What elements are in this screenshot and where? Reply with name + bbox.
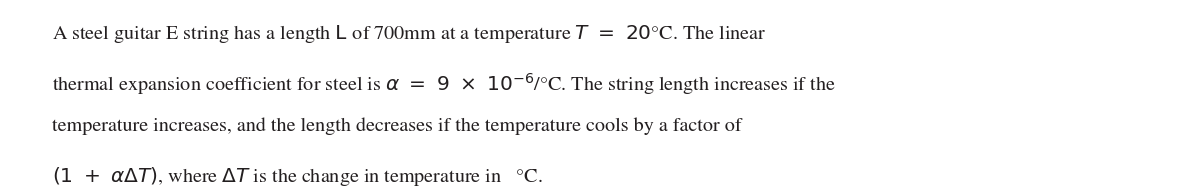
Text: A steel guitar E string has a length $\mathtt{L}$ of 700mm at a temperature $T\ : A steel guitar E string has a length $\m… bbox=[52, 23, 766, 45]
Text: thermal expansion coefficient for steel is $\alpha\ =\ 9\ \times\ 10^{-6}$/°C. T: thermal expansion coefficient for steel … bbox=[52, 71, 835, 97]
Text: $(1\ +\ \alpha\Delta T)$, where $\Delta T$ is the change in temperature in   °C.: $(1\ +\ \alpha\Delta T)$, where $\Delta … bbox=[52, 165, 542, 188]
Text: temperature increases, and the length decreases if the temperature cools by a fa: temperature increases, and the length de… bbox=[52, 117, 742, 135]
